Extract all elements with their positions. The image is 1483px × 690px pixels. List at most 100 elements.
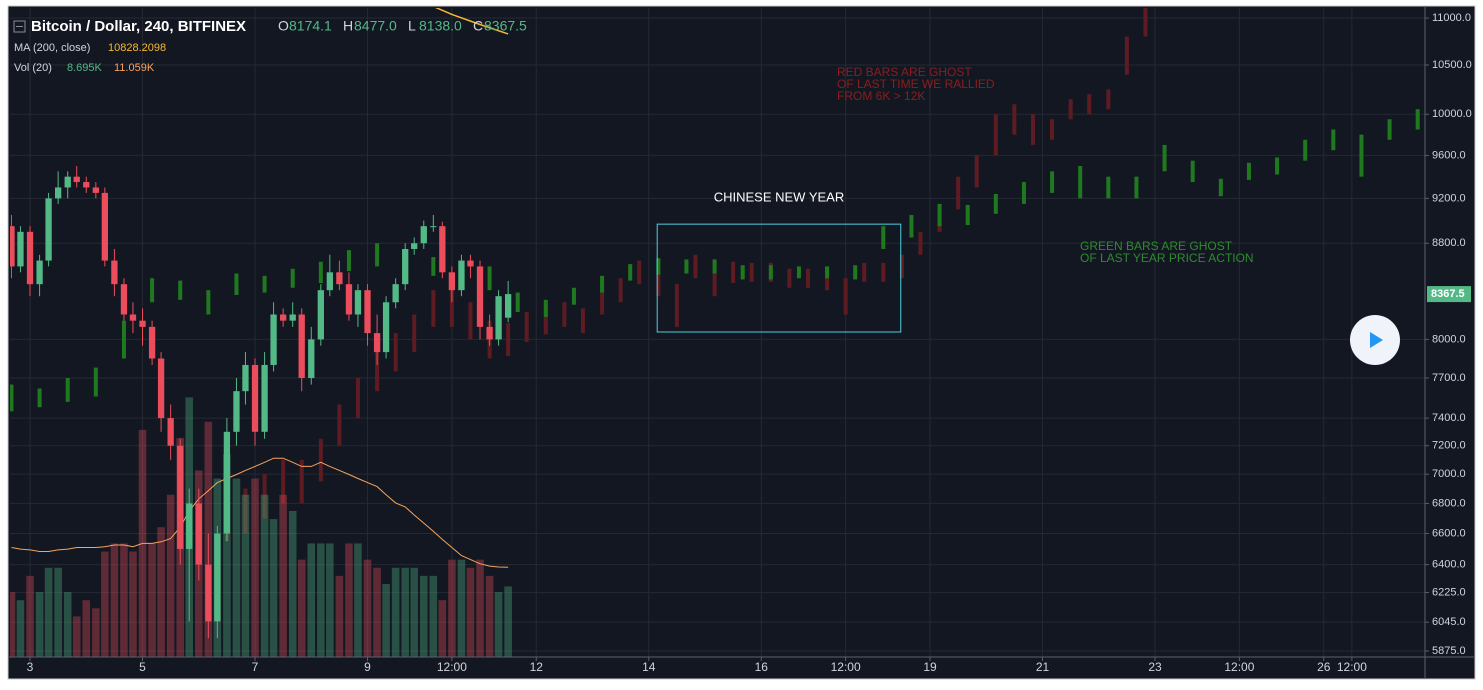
red-note: OF LAST TIME WE RALLIED	[837, 77, 995, 91]
candle-body	[214, 533, 221, 622]
y-tick-label: 11000.0	[1432, 12, 1471, 24]
x-tick-label: 26	[1317, 660, 1331, 674]
candle-body	[205, 564, 212, 622]
candle-body	[430, 226, 437, 228]
volume-bar	[120, 543, 128, 657]
candle-body	[364, 290, 371, 334]
candle-body	[345, 284, 353, 315]
ohlc-legend-value: 8477.0	[354, 18, 397, 34]
candle-body	[17, 231, 24, 267]
x-tick-label: 14	[642, 660, 656, 674]
ma-line	[435, 8, 509, 35]
candle-body	[486, 326, 493, 340]
candle-body	[261, 364, 268, 432]
x-tick-label: 16	[755, 660, 769, 674]
candle-body	[157, 358, 165, 419]
y-tick-label: 7700.0	[1432, 372, 1466, 384]
y-tick-label: 8800.0	[1432, 237, 1466, 249]
volume-bar	[438, 600, 447, 657]
candle-body	[26, 231, 34, 285]
x-tick-label: 12:00	[831, 660, 861, 674]
last-price-tag	[1427, 286, 1471, 303]
candle-body	[195, 503, 202, 565]
candle-body	[354, 290, 362, 315]
volume-bar	[307, 543, 316, 657]
candle-body	[251, 364, 259, 432]
candle-body	[279, 314, 287, 321]
volume-bar	[363, 559, 372, 657]
volume-bar	[72, 616, 81, 657]
candle-body	[111, 260, 118, 285]
candle-body	[270, 314, 277, 365]
candle-body	[373, 333, 381, 353]
candle-body	[186, 503, 193, 549]
volume-bar	[354, 543, 362, 657]
y-tick-label: 6225.0	[1432, 586, 1466, 598]
vol-legend-label: Vol (20)	[14, 62, 52, 74]
candle-body	[467, 260, 474, 267]
last-price-label: 8367.5	[1431, 288, 1465, 300]
x-tick-label: 21	[1036, 660, 1050, 674]
ma-legend-value: 10828.2098	[108, 42, 166, 54]
candle-body	[54, 187, 62, 199]
volume-bar	[494, 592, 503, 657]
volume-bar	[504, 586, 512, 657]
candle-body	[298, 314, 305, 378]
chart-title: Bitcoin / Dollar, 240, BITFINEX	[31, 18, 246, 35]
y-tick-label: 8000.0	[1432, 333, 1466, 345]
green-note: OF LAST YEAR PRICE ACTION	[1080, 251, 1254, 265]
candle-body	[317, 290, 324, 340]
volume-bar	[251, 478, 259, 657]
candle-body	[495, 296, 502, 340]
y-tick-label: 10000.0	[1432, 108, 1472, 120]
volume-bar	[401, 567, 409, 657]
y-tick-label: 9200.0	[1432, 192, 1466, 204]
x-tick-label: 12:00	[1337, 660, 1367, 674]
candle-body	[336, 272, 343, 285]
ohlc-legend-value: 8367.5	[484, 18, 527, 34]
volume-bar	[326, 543, 334, 657]
volume-bar	[35, 592, 44, 657]
ohlc-legend-key: L	[408, 18, 416, 34]
y-tick-label: 6400.0	[1432, 559, 1466, 571]
candle-body	[36, 260, 43, 285]
volume-bar	[410, 567, 418, 657]
volume-bar	[241, 494, 250, 657]
volume-bar	[419, 575, 428, 657]
y-tick-label: 7000.0	[1432, 468, 1466, 480]
play-icon	[1370, 332, 1383, 348]
volume-bar	[382, 583, 390, 657]
candle-body	[326, 272, 333, 291]
ma-legend-label: MA (200, close)	[14, 42, 90, 54]
candle-body	[223, 431, 231, 534]
chart-background	[7, 5, 1476, 680]
volume-bar	[297, 559, 306, 657]
volume-bar	[335, 575, 344, 657]
y-tick-label: 6600.0	[1432, 527, 1466, 539]
y-tick-label: 6045.0	[1432, 616, 1466, 628]
candle-body	[177, 445, 184, 549]
volume-bar	[232, 478, 241, 657]
collapse-icon[interactable]	[13, 20, 26, 33]
ohlc-legend: O 8174.1 H 8477.0 L 8138.0 C 8367.5	[278, 18, 527, 34]
candle-body	[129, 314, 137, 321]
candle-body	[439, 226, 446, 273]
candle-body	[448, 272, 456, 291]
volume-bar	[166, 494, 175, 657]
candle-body	[148, 326, 156, 359]
candle-body	[45, 198, 52, 261]
candle-body	[101, 192, 108, 261]
candle-body	[233, 391, 240, 432]
candle-body	[242, 364, 249, 392]
candle-body	[120, 284, 128, 315]
candle-body	[402, 248, 409, 285]
volume-bar	[129, 551, 137, 657]
ohlc-legend-key: O	[278, 18, 289, 34]
vol-legend-value: 8.695K	[67, 62, 103, 74]
ohlc-legend-value: 8138.0	[419, 18, 462, 34]
x-tick-label: 7	[252, 660, 259, 674]
x-tick-label: 9	[364, 660, 371, 674]
ohlc-legend-key: H	[343, 18, 353, 34]
volume-bar	[26, 575, 34, 657]
red-note: RED BARS ARE GHOST	[837, 65, 972, 79]
